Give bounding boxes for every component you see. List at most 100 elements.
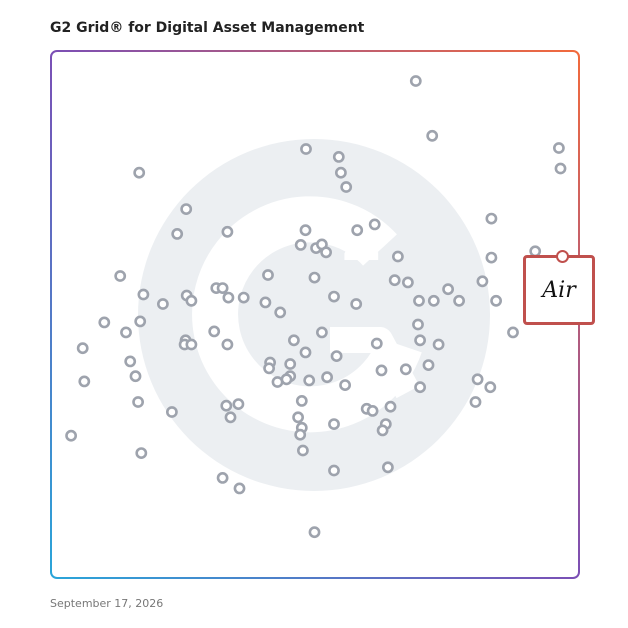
data-point-74[interactable] [78,375,91,388]
data-point-102[interactable] [328,464,340,477]
data-point-63[interactable] [414,334,426,347]
chart-title: G2 Grid® for Digital Asset Management [50,20,365,36]
data-point-81[interactable] [471,373,484,386]
data-point-100[interactable] [296,444,309,457]
data-point-62[interactable] [370,337,383,350]
data-point-72[interactable] [129,370,142,383]
featured-product-card[interactable]: Air [523,250,595,325]
data-point-8[interactable] [553,142,565,154]
data-point-7[interactable] [133,166,146,179]
data-point-25[interactable] [262,269,274,281]
data-point-10[interactable] [180,203,193,215]
data-point-33[interactable] [137,288,150,301]
data-point-42[interactable] [427,294,440,307]
data-point-40[interactable] [350,298,363,310]
data-point-57[interactable] [185,338,198,351]
data-point-44[interactable] [490,294,502,307]
data-point-106[interactable] [308,526,321,539]
data-point-41[interactable] [413,294,425,307]
data-point-91[interactable] [165,406,178,418]
data-point-47[interactable] [98,316,111,329]
data-point-69[interactable] [375,364,388,377]
data-point-53[interactable] [315,326,328,339]
data-point-86[interactable] [295,394,308,407]
data-point-21[interactable] [391,250,404,263]
report-date: September 17, 2026 [50,597,164,610]
data-point-89[interactable] [384,400,397,413]
data-point-37[interactable] [237,291,250,304]
data-point-9[interactable] [554,162,567,175]
data-point-20[interactable] [320,246,332,259]
data-point-17[interactable] [294,238,307,251]
data-point-32[interactable] [216,282,229,294]
data-point-65[interactable] [124,355,137,368]
data-point-101[interactable] [135,447,148,459]
data-point-46[interactable] [274,306,287,319]
data-point-54[interactable] [76,342,89,355]
data-point-70[interactable] [399,363,412,376]
data-point-51[interactable] [120,326,132,339]
data-point-24[interactable] [114,270,127,282]
data-point-12[interactable] [351,224,364,237]
pin-icon [556,250,569,263]
data-point-6[interactable] [340,181,353,193]
data-point-22[interactable] [485,251,498,264]
data-point-77[interactable] [303,374,316,387]
data-point-49[interactable] [412,318,424,331]
data-point-105[interactable] [233,482,246,495]
data-point-48[interactable] [134,315,147,328]
data-point-27[interactable] [388,274,401,287]
data-point-76[interactable] [280,373,293,386]
data-point-64[interactable] [432,338,445,351]
data-point-26[interactable] [308,271,321,284]
data-point-36[interactable] [222,291,235,304]
data-point-61[interactable] [330,350,343,362]
data-point-13[interactable] [485,212,498,225]
data-point-14[interactable] [299,224,312,237]
data-point-39[interactable] [328,290,340,303]
data-point-84[interactable] [220,399,233,412]
data-point-104[interactable] [216,471,229,484]
data-point-92[interactable] [224,411,237,424]
data-point-4[interactable] [332,150,345,163]
data-point-5[interactable] [334,166,347,179]
data-point-29[interactable] [476,275,489,288]
air-logo: Air [542,277,576,303]
data-point-93[interactable] [292,411,304,424]
data-point-35[interactable] [185,294,198,307]
data-point-43[interactable] [453,294,465,307]
data-point-52[interactable] [208,325,221,338]
data-point-90[interactable] [469,396,482,408]
data-point-60[interactable] [299,346,312,359]
data-point-94[interactable] [328,418,340,430]
data-point-80[interactable] [414,381,426,394]
data-point-58[interactable] [221,338,234,351]
data-point-2[interactable] [426,129,439,142]
data-point-79[interactable] [339,379,351,391]
data-point-30[interactable] [442,283,454,296]
data-point-68[interactable] [284,358,297,370]
data-point-78[interactable] [321,371,333,384]
data-point-103[interactable] [381,461,394,474]
data-point-28[interactable] [401,276,414,289]
data-point-1[interactable] [409,75,422,87]
data-point-59[interactable] [287,334,300,347]
data-point-82[interactable] [484,381,497,394]
data-point-67[interactable] [263,362,275,375]
data-point-16[interactable] [221,225,234,238]
data-point-85[interactable] [232,398,245,410]
data-point-99[interactable] [65,429,77,442]
points-layer [65,75,567,539]
data-point-83[interactable] [132,396,144,408]
data-point-38[interactable] [259,296,272,309]
data-point-98[interactable] [294,428,307,441]
data-point-3[interactable] [300,143,312,155]
data-point-88[interactable] [366,404,379,417]
data-point-15[interactable] [171,227,184,240]
data-point-97[interactable] [376,424,389,437]
data-point-71[interactable] [422,359,435,371]
data-point-45[interactable] [156,298,169,310]
data-point-11[interactable] [368,218,381,231]
data-point-50[interactable] [507,326,519,339]
